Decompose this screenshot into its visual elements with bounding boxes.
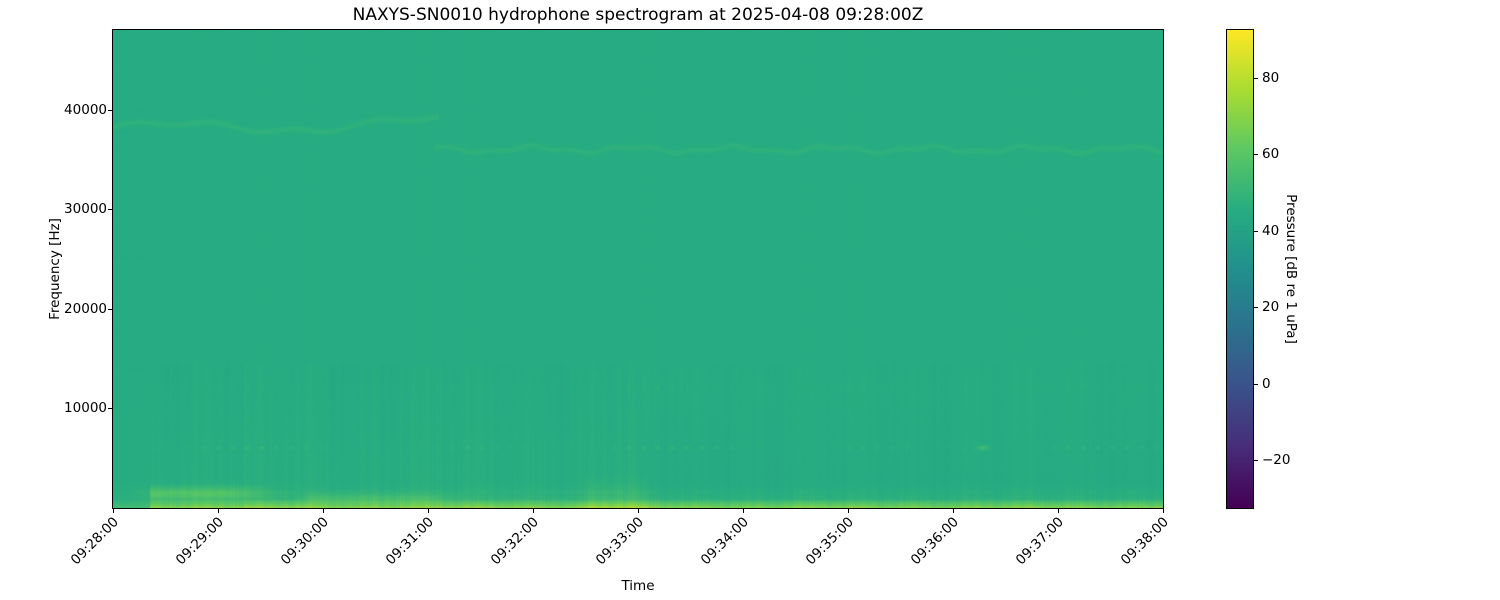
colorbar-tick-mark (1254, 307, 1258, 308)
x-tick-mark (1058, 509, 1059, 513)
x-tick-mark (428, 509, 429, 513)
colorbar-tick-mark (1254, 384, 1258, 385)
x-tick-label: 09:31:00 (383, 514, 438, 569)
colorbar-tick-label: 20 (1262, 299, 1280, 315)
y-tick-mark (108, 309, 112, 310)
plot-area-frame (112, 29, 1164, 509)
x-tick-mark (1163, 509, 1164, 513)
y-tick-mark (108, 408, 112, 409)
x-tick-label: 09:32:00 (488, 514, 543, 569)
colorbar-tick-mark (1254, 154, 1258, 155)
x-tick-mark (638, 509, 639, 513)
colorbar-tick-label: 0 (1262, 376, 1271, 392)
x-tick-label: 09:29:00 (173, 514, 228, 569)
y-tick-mark (108, 209, 112, 210)
spectrogram-heatmap (113, 30, 1163, 508)
colorbar-frame (1226, 29, 1254, 509)
x-tick-label: 09:38:00 (1118, 514, 1173, 569)
y-tick-label: 40000 (64, 102, 107, 118)
x-tick-mark (848, 509, 849, 513)
colorbar-tick-label: 40 (1262, 223, 1280, 239)
colorbar-gradient (1227, 30, 1253, 508)
y-tick-label: 30000 (64, 201, 107, 217)
x-tick-mark (323, 509, 324, 513)
x-tick-label: 09:37:00 (1013, 514, 1068, 569)
colorbar-tick-mark (1254, 78, 1258, 79)
colorbar-tick-label: −20 (1262, 452, 1291, 468)
x-tick-label: 09:28:00 (68, 514, 123, 569)
x-tick-label: 09:30:00 (278, 514, 333, 569)
x-tick-mark (743, 509, 744, 513)
y-tick-label: 10000 (64, 400, 107, 416)
x-tick-label: 09:34:00 (698, 514, 753, 569)
colorbar-label: Pressure [dB re 1 uPa] (1283, 194, 1299, 344)
chart-title: NAXYS-SN0010 hydrophone spectrogram at 2… (352, 5, 924, 25)
y-tick-mark (108, 110, 112, 111)
x-tick-mark (953, 509, 954, 513)
x-tick-mark (113, 509, 114, 513)
x-tick-label: 09:35:00 (803, 514, 858, 569)
x-tick-label: 09:33:00 (593, 514, 648, 569)
colorbar-tick-label: 80 (1262, 70, 1280, 86)
x-tick-mark (533, 509, 534, 513)
colorbar-tick-label: 60 (1262, 146, 1280, 162)
x-axis-label: Time (621, 578, 655, 594)
colorbar-tick-mark (1254, 460, 1258, 461)
y-tick-label: 20000 (64, 301, 107, 317)
x-tick-label: 09:36:00 (908, 514, 963, 569)
colorbar-tick-mark (1254, 231, 1258, 232)
x-tick-mark (218, 509, 219, 513)
